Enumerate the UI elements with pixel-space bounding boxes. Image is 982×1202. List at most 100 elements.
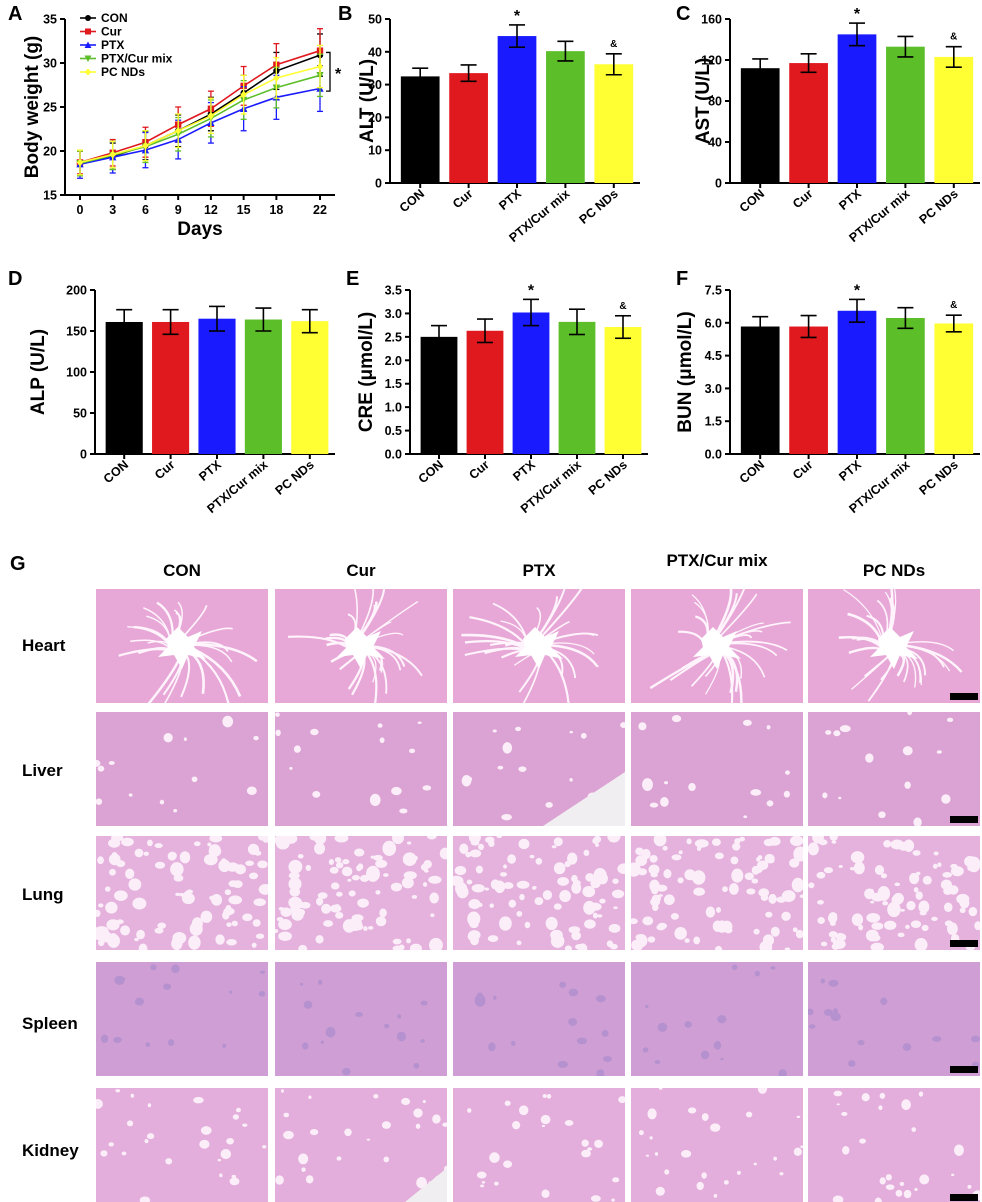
bar-cur: [789, 63, 828, 184]
tissue-texture: [275, 962, 447, 1076]
marker-triangle: [84, 41, 92, 48]
category-label: PC NDs: [273, 458, 317, 498]
panel-letter-b: B: [338, 3, 352, 25]
scale-bar: [950, 1066, 978, 1073]
y-axis-title: CRE (μmol/L): [356, 312, 377, 432]
tissue-image-liver-ptx-cur-mix: [631, 712, 803, 826]
marker-diamond: [174, 126, 182, 135]
scale-bar: [950, 940, 978, 947]
x-tick-label: 6: [142, 203, 149, 217]
y-tick-label: 30: [368, 78, 382, 92]
tissue-texture: [631, 589, 803, 703]
significance-ampersand: &: [950, 300, 957, 311]
row-header-lung: Lung: [22, 885, 64, 904]
tissue-image-spleen-ptx-cur-mix: [631, 962, 803, 1076]
row-header-spleen: Spleen: [22, 1014, 78, 1033]
tissue-texture: [631, 712, 803, 826]
column-header-cur: Cur: [346, 561, 376, 580]
tissue-image-kidney-ptx: [453, 1088, 625, 1202]
tissue-image-kidney-pc-nds: [808, 1088, 980, 1202]
series-line: [79, 49, 321, 164]
bar-cur: [152, 321, 190, 454]
tissue-texture: [96, 712, 268, 826]
tissue-texture: [96, 962, 268, 1076]
y-tick-label: 0: [715, 177, 722, 191]
significance-mark: *: [335, 66, 342, 83]
category-label: Cur: [466, 457, 492, 482]
category-label: PTX: [836, 186, 864, 213]
bar-con: [740, 68, 780, 183]
column-header-ptx-cur-mix: PTX/Cur mix: [666, 551, 768, 570]
y-tick-label: 30: [43, 57, 57, 71]
tissue-texture: [96, 836, 268, 950]
bar-con: [400, 76, 440, 183]
category-label: Cur: [790, 457, 816, 482]
bar-con: [105, 321, 143, 454]
tissue-image-liver-con: [96, 712, 268, 826]
tissue-texture: [275, 836, 447, 950]
x-tick-label: 0: [77, 203, 84, 217]
bar-ptx-cur-mix: [886, 46, 925, 183]
bar-pc-nds: [291, 321, 329, 454]
bar-pc-nds: [934, 56, 974, 183]
tissue-texture: [453, 1088, 625, 1202]
bar-ptx-cur-mix: [546, 51, 585, 184]
tissue-image-spleen-con: [96, 962, 268, 1076]
y-tick-label: 1.0: [385, 401, 402, 415]
bar-con: [740, 326, 780, 454]
tissue-texture: [631, 836, 803, 950]
tissue-image-kidney-cur: [275, 1088, 447, 1202]
bar-cur: [449, 73, 488, 183]
series-line: [79, 87, 321, 165]
significance-ampersand: &: [610, 39, 617, 50]
tissue-texture: [275, 712, 447, 826]
y-axis-title: AST (U/L): [693, 58, 714, 145]
tissue-image-heart-ptx: [453, 589, 625, 703]
y-tick-label: 0: [80, 448, 87, 462]
x-tick-label: 12: [204, 203, 218, 217]
tissue-texture: [808, 962, 980, 1076]
x-axis-title: Days: [177, 219, 222, 240]
category-label: PTX: [196, 457, 224, 484]
category-label: Cur: [450, 186, 476, 211]
histology-panel: G CON Cur PTX PTX/Cur mix PC NDs Heart L…: [0, 548, 982, 1202]
x-tick-label: 15: [237, 203, 251, 217]
marker-diamond: [142, 141, 149, 150]
tissue-image-heart-ptx-cur-mix: [631, 589, 803, 703]
marker-diamond: [85, 68, 91, 76]
x-tick-label: 9: [175, 203, 182, 217]
column-header-con: CON: [163, 561, 201, 580]
row-header-heart: Heart: [22, 636, 66, 655]
tissue-image-heart-cur: [275, 589, 447, 703]
y-tick-label: 3.0: [385, 307, 402, 321]
y-tick-label: 2.0: [385, 354, 402, 368]
y-tick-label: 50: [73, 407, 87, 421]
category-label: CON: [416, 458, 446, 487]
tissue-texture: [631, 1088, 803, 1202]
significance-ampersand: &: [950, 32, 957, 43]
marker-triangle-down: [84, 55, 92, 62]
y-tick-label: 1.5: [705, 415, 722, 429]
y-tick-label: 40: [708, 136, 722, 150]
tissue-texture: [96, 1088, 268, 1202]
panel-letter-d: D: [8, 268, 22, 290]
significance-bracket: [326, 51, 331, 92]
category-label: PTX: [496, 186, 524, 213]
bar-pc-nds: [594, 64, 634, 183]
category-label: CON: [101, 458, 131, 487]
y-tick-label: 3.5: [385, 284, 402, 298]
category-label: Cur: [152, 457, 178, 482]
marker-diamond: [240, 90, 247, 99]
bar-cur: [466, 330, 504, 454]
tissue-image-lung-cur: [275, 836, 447, 950]
tissue-image-kidney-con: [96, 1088, 268, 1202]
marker-diamond: [273, 73, 280, 82]
tissue-texture: [275, 1088, 447, 1202]
y-tick-label: 20: [368, 111, 382, 125]
tissue-image-liver-cur: [275, 712, 447, 826]
significance-star: *: [514, 8, 521, 25]
category-label: PC NDs: [586, 458, 630, 498]
tissue-image-lung-ptx: [453, 836, 625, 950]
